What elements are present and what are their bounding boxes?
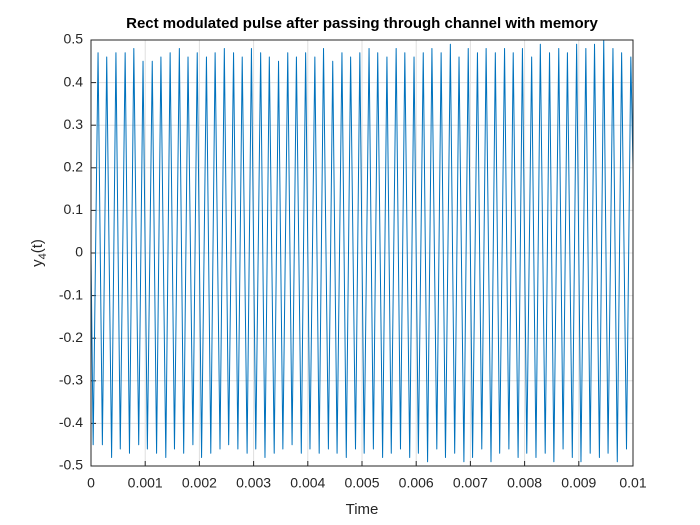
y-axis-label: y4(t) [29,239,49,267]
y-tick-label: -0.2 [59,329,83,345]
x-tick-label: 0.002 [182,475,217,491]
y-label-sub: 4 [37,253,49,259]
y-tick-label: 0.2 [64,159,84,175]
x-axis-label: Time [346,501,379,518]
y-label-rest: (t) [29,239,46,253]
y-tick-label: 0.3 [64,116,84,132]
x-tick-label: 0.006 [399,475,434,491]
x-tick-label: 0.004 [290,475,325,491]
x-tick-label: 0.008 [507,475,542,491]
chart-title: Rect modulated pulse after passing throu… [126,15,598,32]
y-tick-label: 0.1 [64,201,84,217]
x-tick-label: 0.005 [344,475,379,491]
y-tick-label: -0.5 [59,457,83,473]
axes-box [90,39,634,467]
signal-line [90,39,634,463]
x-tick-label: 0.003 [236,475,271,491]
x-tick-label: 0.001 [128,475,163,491]
y-tick-label: 0.5 [64,31,84,47]
x-tick-label: 0.009 [561,475,596,491]
x-tick-label: 0.007 [453,475,488,491]
y-tick-label: 0 [75,244,83,260]
y-tick-label: -0.3 [59,372,83,388]
x-tick-label: 0.01 [619,475,646,491]
x-tick-label: 0 [87,475,95,491]
y-tick-label: -0.1 [59,286,83,302]
y-tick-label: -0.4 [59,414,83,430]
y-label-base: y [29,259,46,267]
y-tick-label: 0.4 [64,73,84,89]
